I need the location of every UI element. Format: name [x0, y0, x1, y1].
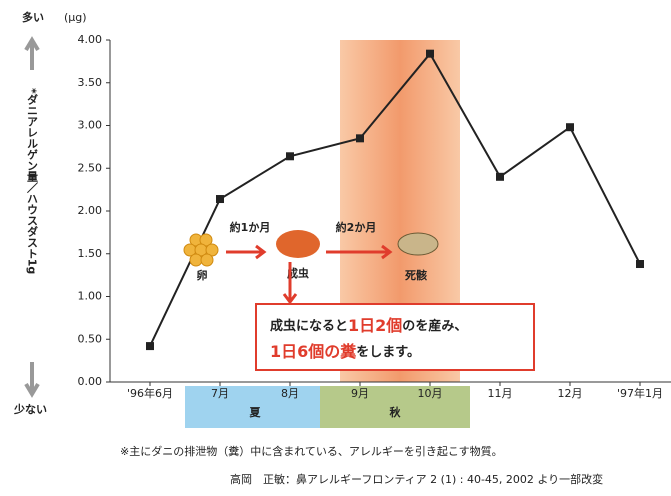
- x-tick-label: 7月: [211, 387, 229, 400]
- y-tick-label: 0.00: [78, 375, 103, 388]
- x-tick-label: 8月: [281, 387, 299, 400]
- y-tick-label: 2.00: [78, 204, 103, 217]
- down-arrow: [26, 362, 38, 394]
- y-tick-label: 2.50: [78, 161, 103, 174]
- x-tick-label: '96年6月: [127, 386, 173, 400]
- data-point: [426, 50, 434, 58]
- unit: (μg): [64, 11, 87, 24]
- arrow: [226, 246, 264, 258]
- egg-icon: [190, 254, 202, 266]
- x-tick-label: 11月: [488, 387, 513, 400]
- up-arrow: [26, 40, 38, 70]
- data-point: [216, 195, 224, 203]
- y-tick-label: 3.00: [78, 119, 103, 132]
- y-tick-label: 0.50: [78, 332, 103, 345]
- x-tick-label: 9月: [351, 387, 369, 400]
- season-label: 秋: [390, 405, 402, 419]
- bottom-label: 少ない: [13, 402, 47, 416]
- season-label: 夏: [250, 406, 262, 419]
- x-tick-label: 12月: [558, 387, 583, 400]
- x-tick-label: 10月: [418, 387, 443, 400]
- data-point: [566, 123, 574, 131]
- top-label: 多い: [22, 10, 44, 24]
- callout-part: の: [402, 319, 415, 334]
- annotation: 約2か月: [336, 220, 377, 234]
- data-point: [146, 342, 154, 350]
- annotation: 死骸: [405, 268, 427, 282]
- y-tick-label: 4.00: [78, 33, 103, 46]
- y-tick-label: 3.50: [78, 76, 103, 89]
- source: 高岡 正敏：鼻アレルギーフロンティア 2 (1) : 40-45, 2002 よ…: [230, 472, 603, 486]
- dead-mite-icon: [398, 233, 438, 255]
- callout-part: を産み、: [415, 318, 467, 334]
- data-point: [496, 173, 504, 181]
- chart: 多い (μg) 少ない *ダニアレルゲン量／ハウスダスト1g ※主にダニの排泄物…: [0, 0, 671, 496]
- mite-icon: [276, 230, 320, 258]
- y-tick-label: 1.50: [78, 247, 103, 260]
- annotation: 卵: [197, 268, 208, 282]
- callout-text: 1日6個の糞をします。: [270, 342, 420, 361]
- y-axis-label: *ダニアレルゲン量／ハウスダスト1g: [26, 88, 39, 274]
- annotation: 約1か月: [230, 220, 271, 234]
- y-tick-label: 1.00: [78, 290, 103, 303]
- data-point: [636, 260, 644, 268]
- callout-part: 成虫になると: [270, 318, 348, 334]
- data-point: [356, 134, 364, 142]
- callout-text: 成虫になると1日2個のを産み、: [270, 316, 467, 335]
- footnote: ※主にダニの排泄物（糞）中に含まれている、アレルギーを引き起こす物質。: [120, 444, 503, 458]
- x-tick-label: '97年1月: [617, 386, 663, 400]
- callout-part: をします。: [356, 345, 420, 360]
- callout-part: 1日6個の糞: [270, 342, 357, 361]
- egg-icon: [201, 254, 213, 266]
- data-point: [286, 152, 294, 160]
- callout-part: 1日2個: [348, 316, 402, 335]
